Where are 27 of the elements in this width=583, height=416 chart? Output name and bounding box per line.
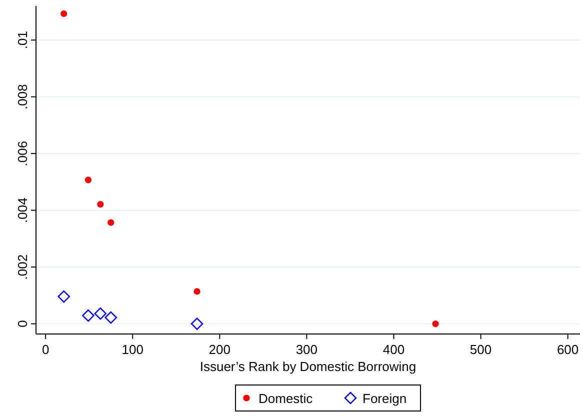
y-tick-label: .006 xyxy=(15,140,30,166)
x-tick-label: 300 xyxy=(296,342,318,357)
point xyxy=(190,318,204,330)
point xyxy=(94,307,107,320)
point xyxy=(432,320,439,328)
x-tick-label: 0 xyxy=(42,342,50,357)
legend-label: Foreign xyxy=(362,391,407,406)
x-tick-label: 600 xyxy=(556,342,579,357)
point xyxy=(194,288,200,295)
point xyxy=(84,176,92,184)
y-tick-label: 0 xyxy=(15,320,30,328)
point xyxy=(104,311,118,324)
point xyxy=(97,201,104,208)
y-tick-label: .008 xyxy=(15,84,30,110)
legend-label: Domestic xyxy=(258,391,314,406)
y-tick-label: .01 xyxy=(15,31,30,50)
point xyxy=(108,219,114,226)
x-tick-label: 200 xyxy=(208,342,231,357)
x-axis-title: Issuer’s Rank by Domestic Borrowing xyxy=(200,359,416,374)
y-tick-label: .002 xyxy=(15,254,30,280)
x-tick-label: 500 xyxy=(470,342,492,357)
point xyxy=(82,309,94,322)
y-tick-label: .004 xyxy=(15,198,30,223)
x-tick-label: 400 xyxy=(382,342,405,357)
point xyxy=(60,10,68,17)
x-tick-label: 100 xyxy=(122,342,144,357)
point xyxy=(58,290,70,303)
